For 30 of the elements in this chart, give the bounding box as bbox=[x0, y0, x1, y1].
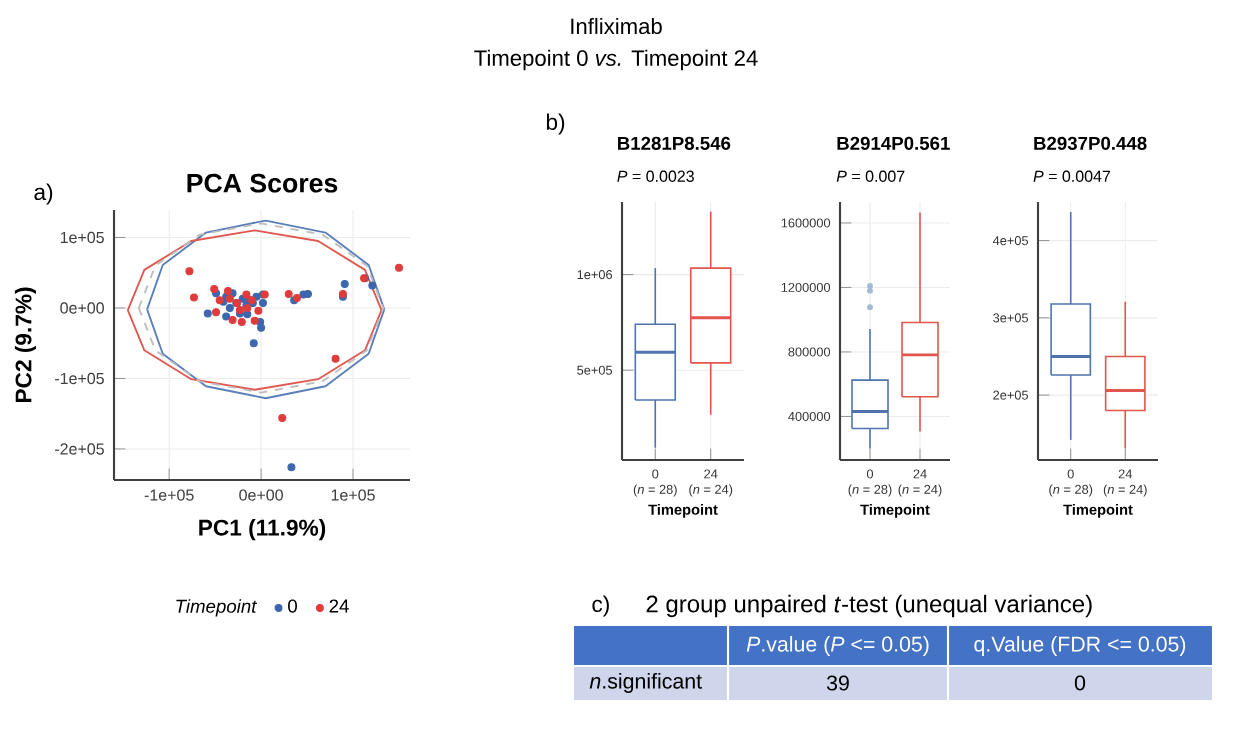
y-tick-label: 0e+00 bbox=[60, 302, 104, 314]
chart-title: B2914P0.561 bbox=[837, 136, 950, 150]
text: a) bbox=[34, 183, 53, 205]
text: q.Value (FDR <= 0.05) bbox=[974, 636, 1186, 656]
chart-title: B2937P0.448 bbox=[1034, 136, 1147, 150]
text: n.significant bbox=[589, 673, 702, 693]
text: Timepoint 0 vs. Timepoint 24 bbox=[474, 49, 758, 71]
text: 0 bbox=[1074, 675, 1086, 691]
y-tick-label: -1e+05 bbox=[55, 372, 104, 385]
legend-label: 24 bbox=[329, 599, 349, 613]
text: 2 group unpaired t-test (unequal variance) bbox=[646, 594, 1092, 618]
x-tick-label: -1e+05 bbox=[144, 489, 194, 501]
text: c) bbox=[592, 595, 609, 617]
text: P.value (P <= 0.05) bbox=[746, 636, 929, 656]
chart-subtitle: P = 0.007 bbox=[836, 170, 905, 182]
legend-title: Timepoint bbox=[176, 599, 258, 617]
text: Infliximab bbox=[571, 17, 662, 35]
y-tick-label: -2e+05 bbox=[55, 443, 104, 455]
x-tick-label: 0e+00 bbox=[239, 489, 283, 501]
chart-subtitle: P = 0.0023 bbox=[617, 170, 694, 182]
legend-label: 0 bbox=[288, 599, 297, 613]
y-axis-title: PC2 (9.7%) bbox=[14, 287, 37, 403]
chart-subtitle: P = 0.0047 bbox=[1033, 170, 1111, 182]
x-axis-title: PC1 (11.9%) bbox=[199, 519, 326, 541]
y-tick-label: 1e+05 bbox=[60, 231, 104, 244]
text: 39 bbox=[826, 675, 849, 691]
chart-title: PCA Scores bbox=[187, 173, 338, 193]
text: b) bbox=[546, 113, 565, 135]
chart-title: B1281P8.546 bbox=[618, 136, 731, 150]
x-tick-label: 1e+05 bbox=[331, 489, 375, 501]
